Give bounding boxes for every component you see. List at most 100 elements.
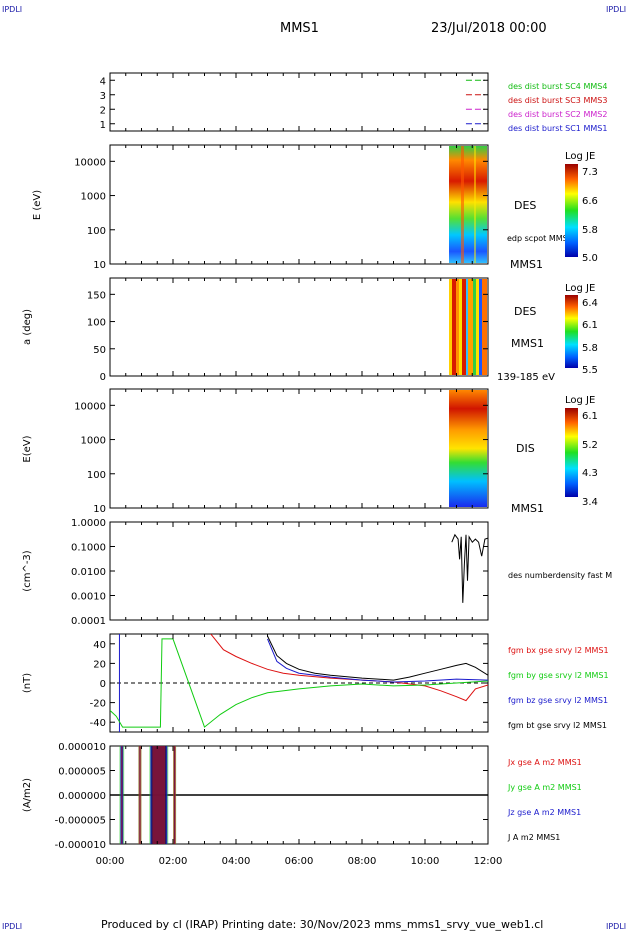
des-scpot-label: edp scpot MMS1: [507, 234, 573, 243]
mag-ylabel: (nT): [22, 673, 33, 693]
y-tick-label: 50: [93, 345, 106, 356]
des-pitch-energy-range: 139-185 eV: [497, 372, 555, 383]
x-tick-label: 04:00: [222, 856, 251, 867]
y-tick-label: -0.000005: [55, 816, 106, 827]
des-pitch-band: [449, 279, 452, 375]
current-ylabel: (A/m2): [22, 778, 33, 812]
colorbar-tick-label: 5.8: [582, 343, 598, 354]
y-tick-label: 1000: [81, 192, 106, 203]
burst-legend-label: des dist burst SC3 MMS3: [508, 96, 607, 105]
series-legend-label: fgm bz gse srvy l2 MMS1: [508, 696, 608, 705]
y-tick-label: 40: [93, 640, 106, 651]
des-energy-panel-frame: [109, 144, 489, 265]
series-legend-label: des numberdensity fast M: [508, 571, 612, 580]
colorbar-title: Log JE: [565, 395, 595, 406]
y-tick-label: 0.0100: [71, 567, 106, 578]
current-burst: [152, 746, 166, 844]
y-tick-label: 0: [100, 372, 106, 383]
des-pitch-label: DES: [514, 305, 536, 318]
y-tick-label: 20: [93, 659, 106, 670]
des-pitch-spectrogram: [449, 279, 487, 375]
y-tick-label: 0: [100, 679, 106, 690]
y-tick-label: 0.0001: [71, 616, 106, 627]
series-legend-label: Jy gse A m2 MMS1: [507, 783, 582, 792]
current-burst: [173, 746, 176, 844]
x-tick-label: 02:00: [159, 856, 188, 867]
y-tick-label: 100: [87, 318, 106, 329]
burst-legend-label: des dist burst SC2 MMS2: [508, 110, 607, 119]
y-tick-label: 0.0010: [71, 592, 106, 603]
axes-layer: 4321100001000100101501005001000010001001…: [55, 73, 502, 867]
colorbar-tick-label: 5.0: [582, 253, 598, 264]
y-tick-label: 0.000000: [58, 791, 106, 802]
y-tick-label: 1.0000: [71, 518, 106, 529]
colorbar-tick-label: 6.6: [582, 196, 598, 207]
colorbar-tick-label: 5.8: [582, 225, 598, 236]
series-legend-label: fgm by gse srvy l2 MMS1: [508, 671, 609, 680]
series-legend-label: fgm bt gse srvy l2 MMS1: [508, 721, 607, 730]
des-pitch-band: [459, 279, 462, 375]
density-ylabel: (cm^-3): [22, 550, 33, 591]
des-pitch-band: [468, 279, 473, 375]
dis-energy-panel-frame: [109, 388, 489, 509]
y-tick-label: 1000: [81, 436, 106, 447]
mag-line-layer: [110, 634, 488, 732]
des-energy-stripe: [474, 146, 476, 263]
colorbar-ramp: [565, 295, 578, 368]
colorbar-tick-label: 7.3: [582, 167, 598, 178]
series-legend-label: J A m2 MMS1: [507, 833, 560, 842]
colorbar-title: Log JE: [565, 283, 595, 294]
des-pitch-sublabel: MMS1: [511, 337, 544, 350]
series-legend-label: Jz gse A m2 MMS1: [507, 808, 581, 817]
corner-label-top-right: IPDLI: [606, 5, 627, 14]
des-pitch-band: [452, 279, 456, 375]
colorbar-tick-label: 5.2: [582, 440, 598, 451]
corner-label-bottom-right: IPDLI: [606, 922, 627, 931]
series-legend-label: fgm bx gse srvy l2 MMS1: [508, 646, 609, 655]
y-tick-label: -0.000010: [55, 840, 106, 851]
burst-indicator-layer: des dist burst SC1 MMS1 des dist burst SC…: [465, 79, 607, 133]
y-tick-label: 10000: [74, 157, 106, 168]
density-line-layer: [451, 533, 488, 603]
date-title: 23/Jul/2018 00:00: [431, 21, 547, 36]
series-legend-label: Jx gse A m2 MMS1: [507, 758, 582, 767]
colorbar-title: Log JE: [565, 151, 595, 162]
x-tick-label: 06:00: [285, 856, 314, 867]
x-tick-label: 08:00: [348, 856, 377, 867]
series-line: [267, 638, 488, 683]
y-tick-label: 10000: [74, 401, 106, 412]
des-pitch-band: [476, 279, 479, 375]
y-tick-label: 100: [87, 226, 106, 237]
dis-energy-sublabel: MMS1: [511, 502, 544, 515]
y-tick-label: 10: [93, 260, 106, 271]
series-line: [267, 635, 488, 681]
y-tick-label: 10: [93, 504, 106, 515]
series-line: [451, 533, 488, 603]
des-energy-stripe: [461, 146, 464, 263]
burst-legend-label: des dist burst SC1 MMS1: [508, 124, 607, 133]
y-tick-label: 0.000010: [58, 742, 106, 753]
current-burst: [138, 746, 142, 844]
des-pitch-band: [473, 279, 476, 375]
colorbar-ramp: [565, 408, 578, 497]
colorbar-tick-label: 4.3: [582, 468, 598, 479]
colorbar-tick-label: 6.1: [582, 320, 598, 331]
burst-legend-label: des dist burst SC4 MMS4: [508, 82, 607, 91]
dis-energy-ylabel: E(eV): [22, 435, 33, 462]
y-tick-label: 150: [87, 290, 106, 301]
x-tick-label: 10:00: [411, 856, 440, 867]
y-tick-label: 100: [87, 470, 106, 481]
density-panel-frame: [109, 521, 489, 621]
colorbar-tick-label: 6.1: [582, 411, 598, 422]
current-line-layer: Jx gse A m2 MMS1 Jy gse A m2 MMS1 Jz gse A…: [110, 746, 582, 844]
des-energy-ylabel: E (eV): [32, 190, 43, 220]
y-tick-label: 3: [100, 91, 106, 102]
corner-label-bottom-left: IPDLI: [2, 922, 23, 931]
des-pitch-ylabel: a (deg): [22, 309, 33, 345]
corner-label-top-left: IPDLI: [2, 5, 23, 14]
y-tick-label: 0.000005: [58, 767, 106, 778]
y-tick-label: 4: [100, 76, 106, 87]
des-pitch-band: [479, 279, 482, 375]
des-energy-patch: [449, 146, 487, 263]
